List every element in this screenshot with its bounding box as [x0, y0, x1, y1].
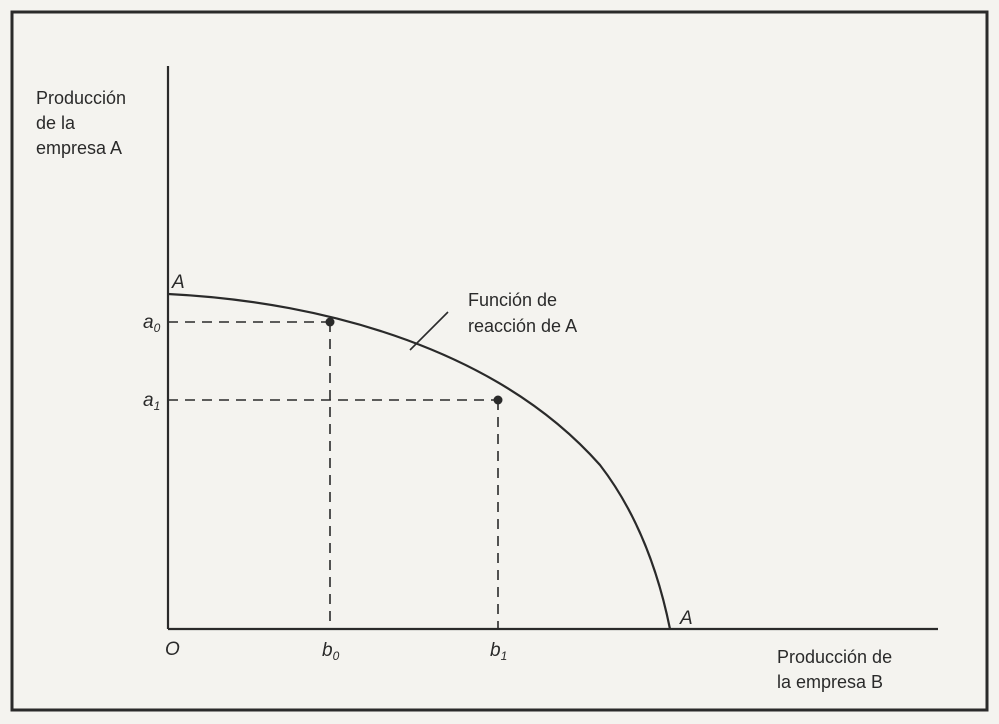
- figure-frame: [10, 10, 989, 712]
- y-axis-label-line-1: Producción: [36, 88, 126, 108]
- y-tick-a1: a1: [143, 390, 160, 413]
- y-axis-label-line-2: de la: [36, 113, 76, 133]
- x-tick-b1: b1: [490, 640, 507, 663]
- curve-annotation-line-1: Función de: [468, 290, 557, 310]
- point-0: [325, 317, 335, 327]
- origin-label: O: [165, 639, 180, 660]
- curve-annotation-line-2: reacción de A: [468, 316, 577, 336]
- reaction-curve: [167, 292, 672, 630]
- x-axis-label-line-1: Producción de: [777, 647, 892, 667]
- x-tick-b0: b0: [322, 640, 340, 663]
- curve-end-label: A: [679, 608, 693, 629]
- point-1: [493, 395, 503, 405]
- y-axis-label-line-3: empresa A: [36, 138, 122, 158]
- curve-start-label: A: [171, 272, 185, 293]
- annotation-leader: [409, 311, 449, 351]
- y-tick-a0: a0: [143, 312, 161, 335]
- x-axis-label-line-2: la empresa B: [777, 672, 883, 692]
